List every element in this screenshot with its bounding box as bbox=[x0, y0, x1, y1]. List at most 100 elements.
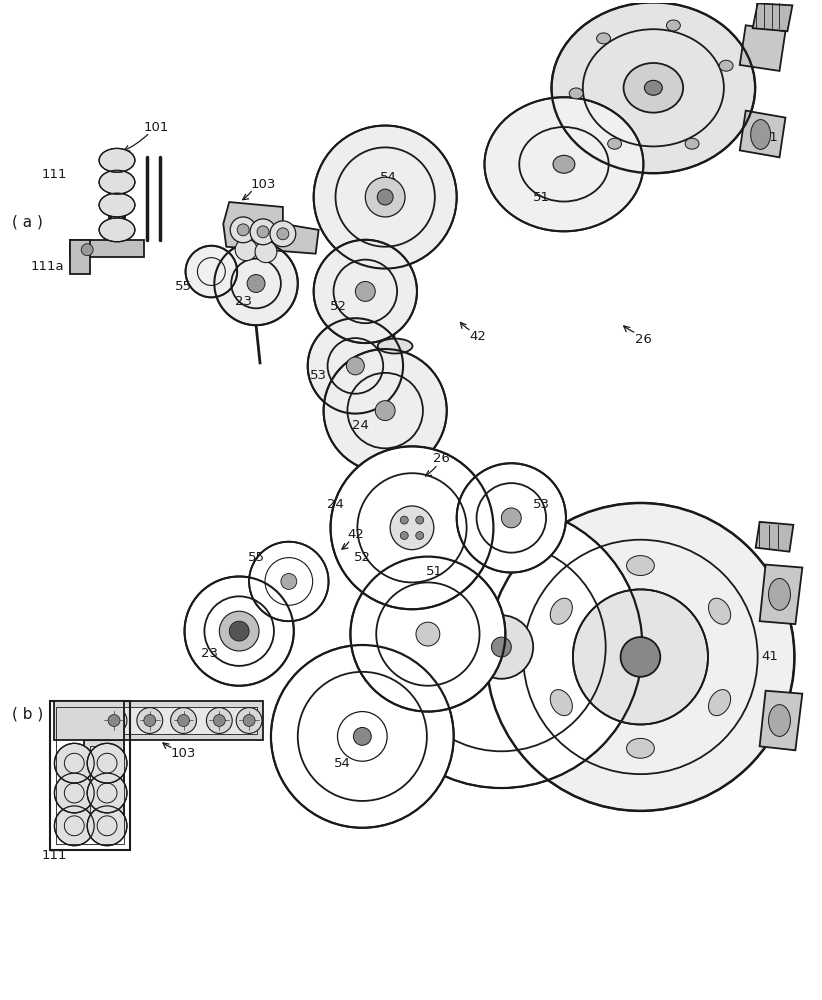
Circle shape bbox=[230, 217, 256, 243]
Circle shape bbox=[249, 542, 329, 621]
Ellipse shape bbox=[644, 80, 663, 95]
Circle shape bbox=[416, 516, 423, 524]
Circle shape bbox=[573, 589, 708, 724]
Ellipse shape bbox=[667, 20, 681, 31]
Circle shape bbox=[400, 532, 409, 540]
Circle shape bbox=[353, 727, 372, 745]
Circle shape bbox=[360, 506, 643, 788]
Circle shape bbox=[307, 318, 403, 414]
Ellipse shape bbox=[569, 88, 583, 99]
Polygon shape bbox=[224, 202, 319, 254]
Circle shape bbox=[236, 708, 262, 733]
Text: 42: 42 bbox=[347, 528, 364, 541]
Circle shape bbox=[247, 275, 265, 292]
Polygon shape bbox=[71, 240, 144, 257]
Circle shape bbox=[330, 446, 493, 609]
Circle shape bbox=[87, 806, 127, 846]
Ellipse shape bbox=[550, 690, 572, 716]
Circle shape bbox=[185, 576, 293, 686]
Text: 26: 26 bbox=[635, 333, 652, 346]
Ellipse shape bbox=[484, 97, 644, 231]
Circle shape bbox=[206, 708, 233, 733]
Circle shape bbox=[390, 506, 434, 550]
Polygon shape bbox=[84, 740, 124, 836]
Text: 24: 24 bbox=[327, 498, 344, 511]
Ellipse shape bbox=[750, 120, 770, 149]
Ellipse shape bbox=[626, 556, 654, 575]
Circle shape bbox=[186, 246, 238, 297]
Ellipse shape bbox=[719, 60, 733, 71]
Polygon shape bbox=[740, 111, 786, 157]
Circle shape bbox=[457, 463, 566, 573]
Ellipse shape bbox=[624, 63, 683, 113]
Circle shape bbox=[214, 715, 225, 726]
Text: 52: 52 bbox=[353, 551, 371, 564]
Polygon shape bbox=[71, 240, 90, 274]
Circle shape bbox=[621, 637, 660, 677]
Text: 41: 41 bbox=[761, 650, 778, 663]
Circle shape bbox=[144, 715, 155, 726]
Text: 101: 101 bbox=[144, 121, 169, 134]
Polygon shape bbox=[753, 3, 792, 31]
Circle shape bbox=[137, 708, 163, 733]
Ellipse shape bbox=[99, 148, 135, 172]
Ellipse shape bbox=[607, 138, 621, 149]
Circle shape bbox=[171, 708, 196, 733]
Circle shape bbox=[346, 357, 364, 375]
Circle shape bbox=[81, 244, 93, 256]
Circle shape bbox=[365, 177, 405, 217]
Circle shape bbox=[54, 806, 95, 846]
Ellipse shape bbox=[552, 2, 755, 173]
Circle shape bbox=[243, 715, 255, 726]
Polygon shape bbox=[552, 88, 755, 110]
Ellipse shape bbox=[378, 339, 413, 353]
Polygon shape bbox=[84, 701, 263, 740]
Circle shape bbox=[219, 611, 259, 651]
Text: 42: 42 bbox=[469, 330, 486, 343]
Ellipse shape bbox=[550, 598, 572, 624]
Text: 111a: 111a bbox=[30, 260, 64, 273]
Circle shape bbox=[469, 615, 533, 679]
Circle shape bbox=[101, 708, 127, 733]
Text: 24: 24 bbox=[352, 419, 369, 432]
Circle shape bbox=[87, 743, 127, 783]
Circle shape bbox=[235, 239, 257, 261]
Circle shape bbox=[501, 508, 521, 528]
Text: 54: 54 bbox=[334, 757, 351, 770]
Polygon shape bbox=[54, 701, 124, 740]
Text: ( a ): ( a ) bbox=[12, 214, 43, 229]
Circle shape bbox=[250, 219, 276, 245]
Polygon shape bbox=[740, 25, 786, 71]
Circle shape bbox=[255, 241, 277, 263]
Ellipse shape bbox=[99, 170, 135, 194]
Circle shape bbox=[355, 281, 376, 301]
Circle shape bbox=[377, 189, 393, 205]
Text: 23: 23 bbox=[234, 295, 252, 308]
Circle shape bbox=[270, 221, 296, 247]
Text: 26: 26 bbox=[433, 452, 450, 465]
Circle shape bbox=[376, 401, 395, 421]
Circle shape bbox=[238, 224, 249, 236]
Ellipse shape bbox=[769, 705, 791, 736]
Circle shape bbox=[350, 557, 506, 712]
Polygon shape bbox=[760, 691, 802, 750]
Text: 55: 55 bbox=[175, 280, 192, 293]
Ellipse shape bbox=[553, 155, 575, 173]
Text: 51: 51 bbox=[427, 565, 443, 578]
Ellipse shape bbox=[626, 738, 654, 758]
Ellipse shape bbox=[685, 138, 699, 149]
Polygon shape bbox=[755, 522, 793, 552]
Circle shape bbox=[338, 712, 387, 761]
Ellipse shape bbox=[597, 33, 611, 44]
Circle shape bbox=[400, 516, 409, 524]
Circle shape bbox=[492, 637, 511, 657]
Text: 52: 52 bbox=[330, 300, 347, 313]
Text: ( b ): ( b ) bbox=[12, 706, 44, 721]
Polygon shape bbox=[760, 565, 802, 624]
Ellipse shape bbox=[99, 193, 135, 217]
Circle shape bbox=[314, 240, 417, 343]
Circle shape bbox=[277, 228, 289, 240]
Text: 41: 41 bbox=[761, 131, 778, 144]
Circle shape bbox=[108, 715, 120, 726]
Ellipse shape bbox=[99, 218, 135, 242]
